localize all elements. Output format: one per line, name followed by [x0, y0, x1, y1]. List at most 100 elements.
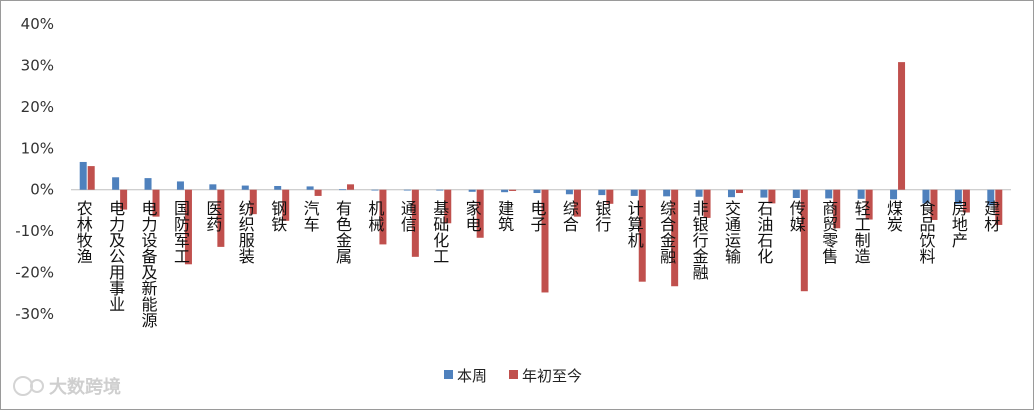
watermark: 大数跨境	[13, 376, 121, 398]
category-label: 医药	[203, 200, 222, 233]
bar-ytd-1	[120, 189, 128, 210]
bar-ytd-6	[282, 189, 290, 221]
category-label: 综合	[560, 200, 579, 232]
bar-ytd-2	[152, 189, 160, 217]
category-label: 农林牧渔	[74, 200, 93, 264]
y-tick-label: 0%	[30, 181, 54, 199]
bar-ytd-18	[671, 189, 679, 287]
bar-week-23	[825, 189, 833, 199]
bar-ytd-13	[509, 189, 517, 191]
category-label: 基础化工	[430, 200, 449, 264]
bar-week-19	[695, 189, 703, 197]
bar-week-6	[274, 185, 282, 190]
bar-week-22	[792, 189, 800, 198]
bar-week-15	[565, 189, 573, 195]
bar-ytd-3	[184, 189, 192, 265]
y-tick-label: 40%	[21, 15, 54, 33]
bar-ytd-15	[573, 189, 581, 217]
bar-week-1	[112, 177, 120, 190]
bar-week-9	[371, 189, 379, 191]
bar-week-21	[760, 189, 768, 198]
bar-ytd-17	[638, 189, 646, 282]
category-label: 通信	[398, 200, 417, 232]
bar-ytd-5	[249, 189, 257, 215]
category-label: 电子	[528, 200, 547, 232]
bar-ytd-19	[703, 189, 711, 218]
bar-ytd-22	[800, 189, 808, 292]
bar-ytd-11	[444, 189, 452, 224]
bar-week-12	[468, 189, 476, 192]
category-label: 纺织服装	[236, 200, 255, 264]
bar-week-8	[339, 189, 347, 191]
category-label: 轻工制造	[852, 200, 871, 264]
bar-ytd-14	[541, 189, 549, 293]
category-label: 煤炭	[884, 200, 903, 232]
bar-ytd-10	[411, 189, 419, 257]
bar-ytd-8	[347, 184, 355, 190]
category-label: 有色金属	[333, 200, 352, 264]
category-label: 综合金融	[657, 200, 676, 265]
bar-ytd-4	[217, 189, 225, 247]
y-tick-label: 30%	[21, 56, 54, 74]
bar-ytd-26	[930, 189, 938, 220]
bar-ytd-0	[87, 166, 95, 190]
bar-week-20	[727, 189, 735, 198]
bar-week-16	[598, 189, 606, 196]
y-tick-label: 10%	[21, 139, 54, 157]
bar-ytd-12	[476, 189, 484, 238]
bar-week-18	[663, 189, 671, 197]
legend-swatch-week	[444, 370, 453, 379]
category-label: 机械	[365, 200, 384, 232]
bar-week-26	[922, 189, 930, 204]
bar-week-13	[501, 189, 509, 193]
category-label: 电力设备及新能源	[139, 200, 158, 329]
bar-week-5	[241, 185, 249, 190]
y-tick-label: -10%	[15, 222, 54, 240]
bar-ytd-9	[379, 189, 387, 245]
bar-ytd-27	[962, 189, 970, 213]
y-tick-label: 20%	[21, 98, 54, 116]
category-label: 钢铁	[268, 200, 287, 232]
bar-week-4	[209, 184, 217, 190]
category-label: 汽车	[301, 200, 320, 232]
bars	[79, 62, 1003, 293]
bar-ytd-28	[995, 189, 1003, 225]
category-label: 传媒	[787, 200, 806, 232]
legend-swatch-ytd	[509, 370, 518, 379]
bar-week-25	[890, 189, 898, 200]
bar-week-17	[630, 189, 638, 196]
bar-week-14	[533, 189, 541, 194]
y-tick-label: -20%	[15, 264, 54, 282]
bar-week-7	[306, 186, 314, 190]
category-label: 交通运输	[722, 200, 741, 264]
category-label: 房地产	[949, 200, 968, 248]
bar-week-28	[987, 189, 995, 206]
category-label: 电力及公用事业	[106, 200, 125, 312]
legend: 本周 年初至今	[444, 367, 582, 385]
bar-week-11	[436, 189, 444, 191]
category-label: 建材	[981, 200, 1000, 232]
y-axis: 40% 30% 20% 10% 0% -10% -20% -30%	[15, 15, 1011, 323]
bar-week-10	[403, 189, 411, 191]
bar-ytd-16	[606, 189, 614, 204]
legend-label-ytd: 年初至今	[522, 367, 582, 385]
bar-week-27	[954, 189, 962, 205]
bar-ytd-21	[768, 189, 776, 204]
category-label: 商贸零售	[819, 200, 838, 264]
bar-ytd-24	[865, 189, 873, 220]
watermark-logo-icon	[13, 376, 33, 396]
category-label: 建筑	[495, 200, 514, 232]
category-label: 家电	[463, 200, 482, 232]
bar-week-0	[79, 161, 87, 190]
bar-week-3	[176, 181, 184, 190]
bar-ytd-25	[898, 62, 906, 190]
category-label: 国防军工	[171, 200, 190, 264]
category-label: 非银行金融	[690, 200, 709, 281]
category-labels: 农林牧渔 电力及公用事业 电力设备及新能源 国防军工 医药 纺织服装 钢铁 汽车 有色金属 机械通…	[74, 200, 1001, 329]
watermark-text: 大数跨境	[49, 376, 121, 398]
bar-ytd-7	[314, 189, 322, 196]
y-tick-label: -30%	[15, 305, 54, 323]
category-label: 食品饮料	[916, 200, 935, 264]
